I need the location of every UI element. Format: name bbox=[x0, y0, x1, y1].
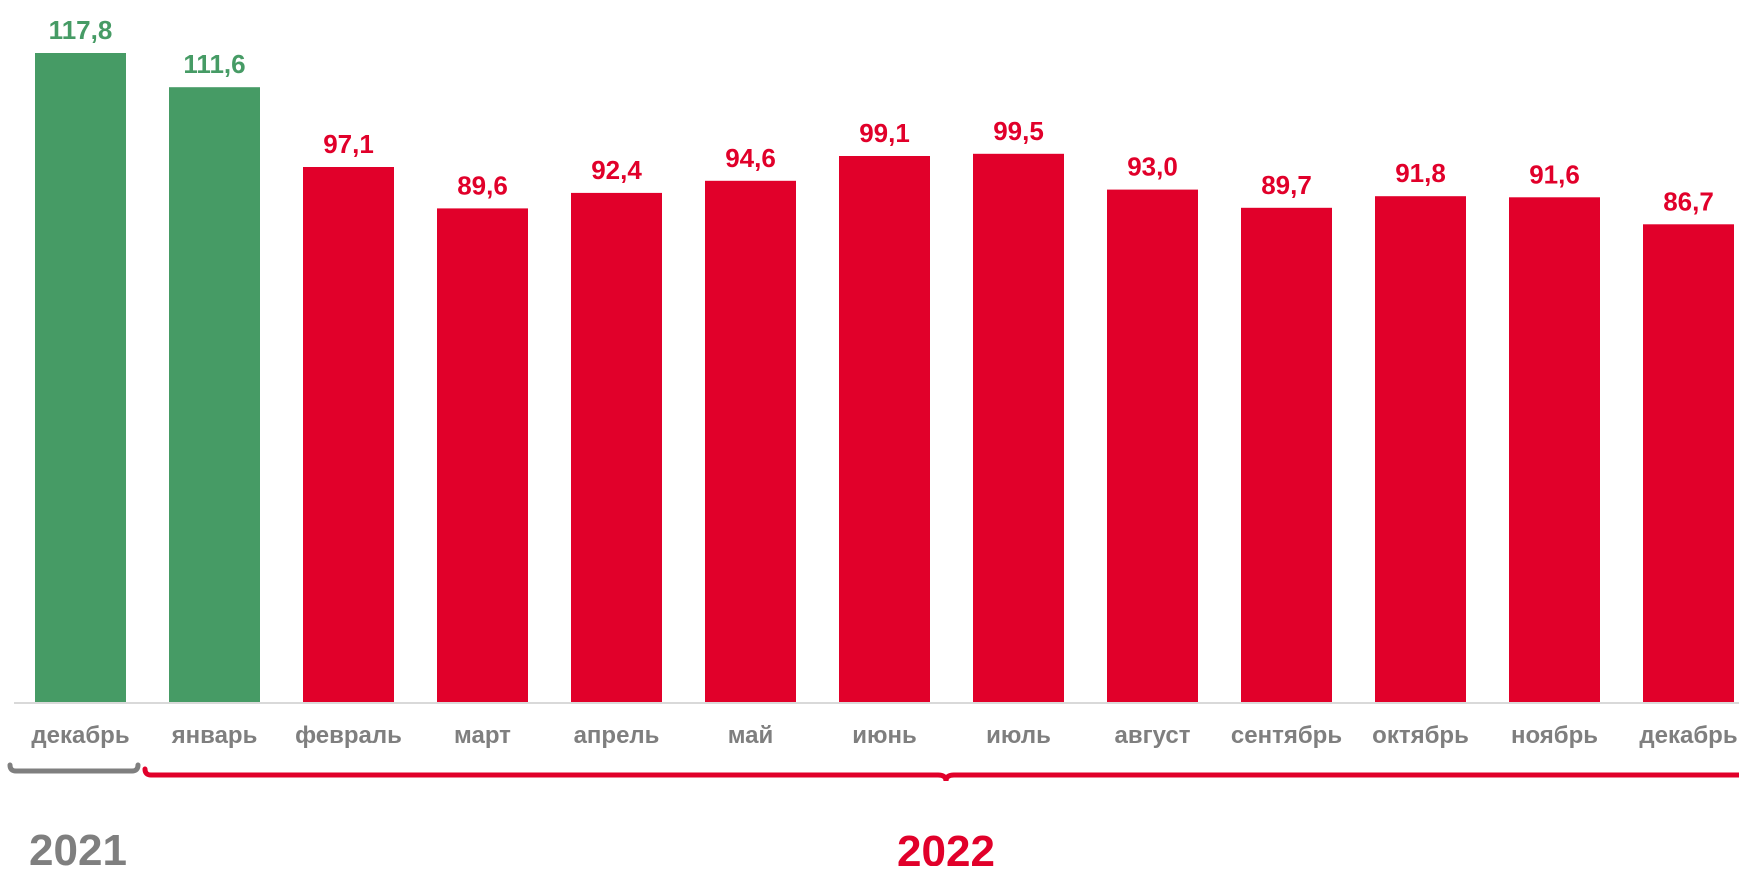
value-label-9: 89,7 bbox=[1261, 170, 1312, 200]
bar-3 bbox=[437, 208, 528, 702]
value-label-2: 97,1 bbox=[323, 129, 374, 159]
category-label-9: сентябрь bbox=[1231, 722, 1342, 749]
category-label-5: май bbox=[728, 722, 774, 749]
category-label-0: декабрь bbox=[31, 722, 129, 749]
bracket-2021 bbox=[7, 762, 141, 774]
bar-4 bbox=[571, 192, 662, 702]
bar-6 bbox=[839, 156, 930, 702]
value-label-12: 86,7 bbox=[1663, 186, 1714, 216]
bar-8 bbox=[1107, 189, 1198, 703]
bar-5 bbox=[705, 180, 796, 703]
value-label-7: 99,5 bbox=[993, 116, 1044, 146]
bar-9 bbox=[1241, 207, 1332, 703]
value-labels-group: 117,8 111,6 97,1 89,6 92,4 94,6 99,1 99,5 93,0 89… bbox=[49, 15, 1714, 216]
value-label-3: 89,6 bbox=[457, 170, 508, 200]
value-label-1: 111,6 bbox=[183, 49, 245, 79]
category-labels-group: декабрь январь февраль март апрель май июнь июл… bbox=[31, 722, 1737, 749]
category-label-12: декабрь bbox=[1639, 722, 1737, 749]
category-label-1: январь bbox=[171, 722, 258, 749]
bar-12 bbox=[1643, 224, 1734, 703]
value-label-10: 91,8 bbox=[1395, 158, 1446, 188]
bar-2 bbox=[303, 167, 394, 702]
category-label-4: апрель bbox=[574, 722, 660, 749]
category-label-10: октябрь bbox=[1372, 722, 1469, 749]
year-label-2021: 2021 bbox=[29, 826, 127, 866]
bar-0 bbox=[35, 53, 126, 702]
value-label-8: 93,0 bbox=[1127, 152, 1178, 182]
category-label-2: февраль bbox=[295, 722, 402, 749]
category-label-8: август bbox=[1115, 722, 1191, 749]
value-label-11: 91,6 bbox=[1529, 159, 1580, 189]
year-brackets-group bbox=[7, 762, 1739, 782]
value-label-5: 94,6 bbox=[725, 143, 776, 173]
category-label-11: ноябрь bbox=[1511, 722, 1598, 749]
bars-group bbox=[35, 53, 1734, 703]
category-label-7: июль bbox=[986, 722, 1051, 749]
bar-7 bbox=[973, 153, 1064, 703]
bar-11 bbox=[1509, 197, 1600, 703]
value-label-4: 92,4 bbox=[591, 155, 642, 185]
bar-10 bbox=[1375, 196, 1466, 702]
bar-1 bbox=[169, 87, 260, 702]
category-label-3: март bbox=[454, 722, 511, 749]
value-label-6: 99,1 bbox=[859, 118, 910, 148]
year-label-2022: 2022 bbox=[897, 827, 995, 866]
value-label-0: 117,8 bbox=[49, 15, 113, 45]
bracket-2022 bbox=[142, 766, 1739, 782]
category-label-6: июнь bbox=[852, 722, 917, 749]
